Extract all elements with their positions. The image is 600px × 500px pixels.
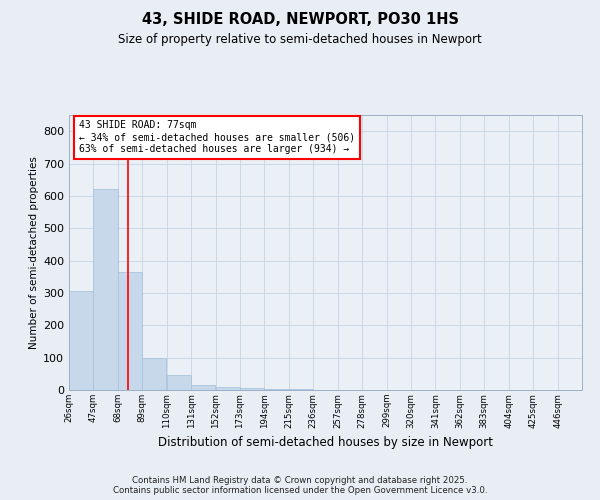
Bar [142,358,166,390]
Bar [94,190,118,390]
Bar [69,292,93,390]
X-axis label: Distribution of semi-detached houses by size in Newport: Distribution of semi-detached houses by … [158,436,493,449]
Bar [265,389,289,390]
Bar [167,376,191,390]
Bar [191,385,215,390]
Bar [240,388,264,390]
Y-axis label: Number of semi-detached properties: Number of semi-detached properties [29,156,39,349]
Text: 43 SHIDE ROAD: 77sqm
← 34% of semi-detached houses are smaller (506)
63% of semi: 43 SHIDE ROAD: 77sqm ← 34% of semi-detac… [79,120,355,154]
Bar [215,388,239,390]
Text: Size of property relative to semi-detached houses in Newport: Size of property relative to semi-detach… [118,32,482,46]
Text: Contains HM Land Registry data © Crown copyright and database right 2025.
Contai: Contains HM Land Registry data © Crown c… [113,476,487,495]
Text: 43, SHIDE ROAD, NEWPORT, PO30 1HS: 43, SHIDE ROAD, NEWPORT, PO30 1HS [142,12,458,28]
Bar [118,272,142,390]
